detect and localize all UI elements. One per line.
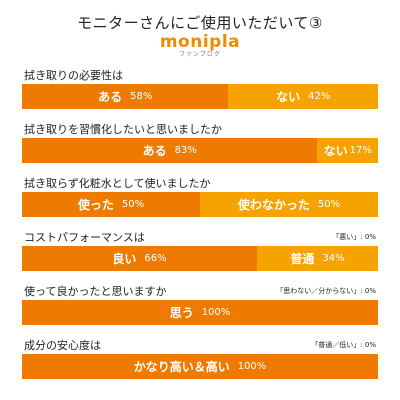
segment-percent: 100% <box>237 361 267 372</box>
stacked-bar: かなり高い＆高い 100% <box>22 354 378 379</box>
segment-percent: 34% <box>322 253 345 264</box>
bar-segment: 思う 100% <box>22 300 378 325</box>
question-note: 「普通／低い」: 0% <box>311 341 376 349</box>
stacked-bar: ある 83% ない 17% <box>22 138 378 163</box>
segment-label: ある <box>142 144 167 158</box>
question-label: 成分の安心度は <box>24 339 101 352</box>
segment-label: 普通 <box>290 252 315 266</box>
segment-percent: 50% <box>317 199 341 210</box>
segment-label: ない <box>323 144 348 158</box>
bar-segment: 良い 66% <box>22 246 257 271</box>
question-row: 拭き取らず化粧水として使いましたか使った 50% 使わなかった 50% <box>0 175 400 233</box>
brand-subtitle: ファンブログ <box>179 51 221 58</box>
question-note: 「思わない／分からない」: 0% <box>276 287 376 295</box>
question-label: 使って良かったと思いますか <box>24 285 167 298</box>
bar-segment: かなり高い＆高い 100% <box>22 354 378 379</box>
segment-label: ある <box>98 90 123 104</box>
segment-label: かなり高い＆高い <box>133 360 230 374</box>
stacked-bar: 思う 100% <box>22 300 378 325</box>
segment-label: ない <box>276 90 301 104</box>
brand-logo: monipla ファンブログ <box>0 33 400 58</box>
question-row: 拭き取りの必要性はある 58% ない 42% <box>0 67 400 125</box>
segment-label: 思う <box>169 306 194 320</box>
bar-segment: ない 17% <box>317 138 378 163</box>
bar-segment: ある 58% <box>22 84 229 109</box>
bar-segment: ある 83% <box>22 138 318 163</box>
brand-name: monipla <box>159 32 241 52</box>
segment-percent: 50% <box>121 199 145 210</box>
question-row: 成分の安心度は 「普通／低い」: 0% かなり高い＆高い 100% <box>0 337 400 395</box>
question-row: 使って良かったと思いますか 「思わない／分からない」: 0% 思う 100% <box>0 283 400 341</box>
bar-segment: 使った 50% <box>22 192 200 217</box>
bar-segment: 普通 34% <box>256 246 378 271</box>
question-label: 拭き取りを習慣化したいと思いましたか <box>24 123 222 136</box>
bar-segment: 使わなかった 50% <box>200 192 378 217</box>
question-row: 拭き取りを習慣化したいと思いましたかある 83% ない 17% <box>0 121 400 179</box>
question-label: 拭き取りの必要性は <box>24 69 123 82</box>
segment-percent: 42% <box>308 91 331 102</box>
question-label: 拭き取らず化粧水として使いましたか <box>24 177 211 190</box>
question-label: コストパフォーマンスは <box>24 231 145 244</box>
bar-segment: ない 42% <box>228 84 378 109</box>
segment-label: 使った <box>77 198 114 212</box>
question-row: コストパフォーマンスは 「悪い」: 0% 良い 66% 普通 34% <box>0 229 400 287</box>
page-title: モニターさんにご使用いただいて③ <box>77 14 323 32</box>
stacked-bar: 使った 50% 使わなかった 50% <box>22 192 378 217</box>
segment-percent: 58% <box>130 91 153 102</box>
segment-label: 良い <box>112 252 137 266</box>
stacked-bar: ある 58% ない 42% <box>22 84 378 109</box>
segment-percent: 66% <box>144 253 167 264</box>
segment-percent: 83% <box>174 145 197 156</box>
stacked-bar: 良い 66% 普通 34% <box>22 246 378 271</box>
segment-label: 使わなかった <box>237 198 310 212</box>
question-note: 「悪い」: 0% <box>332 233 376 241</box>
segment-percent: 17% <box>349 145 372 156</box>
segment-percent: 100% <box>201 307 231 318</box>
